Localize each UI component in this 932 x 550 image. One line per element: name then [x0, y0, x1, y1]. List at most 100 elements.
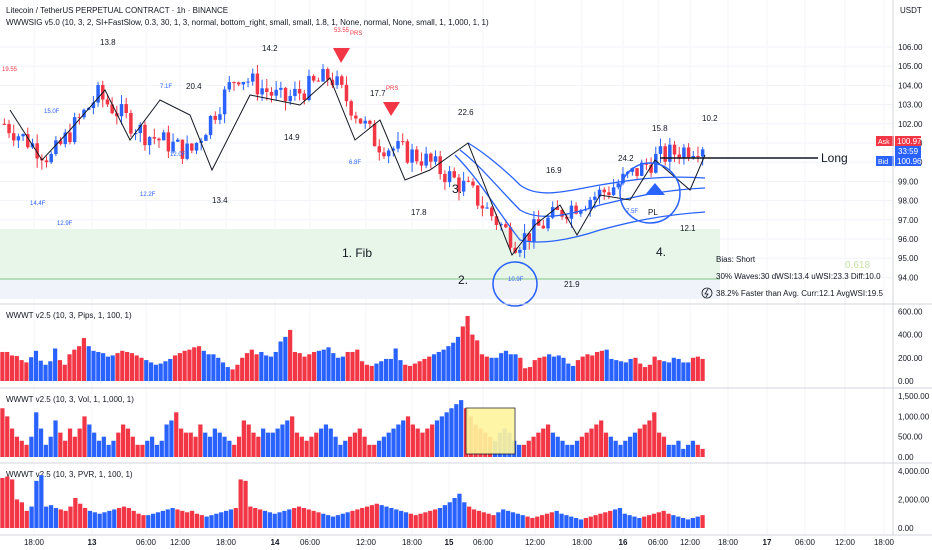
candle-body [283, 87, 288, 102]
indicator-bar [34, 480, 39, 528]
candle-body [630, 168, 635, 172]
indicator-bar [642, 424, 647, 457]
ask-tag-bg[interactable] [876, 136, 894, 146]
indicator-bar [676, 440, 681, 457]
indicator-bar [544, 513, 550, 528]
indicator-bar [401, 420, 406, 457]
indicator-bar [102, 512, 107, 528]
candle-body [696, 155, 700, 157]
candle-body [400, 141, 405, 143]
indicator-bar [249, 349, 254, 381]
indicator-bar [82, 508, 88, 528]
wave-number-label: 12.0F [170, 152, 186, 158]
indicator-bar [140, 444, 145, 457]
candle-body [541, 225, 546, 229]
indicator-bar [452, 498, 457, 528]
indicator-bar [638, 363, 643, 381]
price-tick-label: 106.00 [898, 43, 923, 52]
indicator-bar [206, 354, 211, 381]
wave-number-label: 22.6 [458, 108, 474, 117]
countdown-bg [895, 146, 921, 156]
fib-zone [0, 229, 720, 279]
candle-body [508, 227, 513, 248]
candle-body [143, 124, 147, 146]
indicator-bar [598, 513, 603, 528]
indicator-bar [494, 357, 499, 381]
panel-tick-label: 400.00 [898, 331, 923, 340]
indicator-bar [53, 508, 59, 528]
candle-body [340, 76, 344, 85]
candle-body [668, 144, 672, 162]
indicator-bar [268, 356, 274, 381]
candle-body [597, 189, 602, 197]
candle-body [419, 161, 424, 166]
indicator-bar [57, 360, 63, 381]
lightning-icon-glyph [704, 288, 709, 298]
indicator-bar [201, 350, 206, 381]
info-box: Bias: Short 30% Waves:30 dWSI:13.4 uWSI:… [701, 255, 883, 299]
wave-number-label: 20.4 [186, 82, 202, 91]
indicator-bar [575, 360, 581, 381]
indicator-bar [67, 354, 72, 381]
candle-body [190, 143, 194, 151]
pvr-bars [0, 475, 705, 528]
candle-body [616, 183, 621, 188]
indicator-bar [454, 404, 459, 457]
bid-value-bg [895, 156, 921, 166]
indicator-bar [134, 355, 139, 381]
speed-text: 38.2% Faster than Avg. Curr:12.1 AvgWSI:… [716, 289, 883, 298]
indicator-bar [130, 436, 135, 457]
indicator-bar [125, 428, 131, 457]
candle-body [546, 217, 550, 229]
indicator-bar [326, 515, 331, 528]
indicator-bar [111, 440, 116, 457]
candle-body [166, 132, 171, 152]
indicator-bar [328, 428, 333, 457]
indicator-bar [283, 336, 288, 381]
indicator-bar [457, 493, 462, 528]
indicator-bar [612, 509, 618, 528]
candle-body [161, 132, 166, 141]
step-2-label: 2. [458, 273, 468, 287]
indicator-bar [394, 509, 399, 528]
indicator-bar [0, 478, 5, 528]
indicator-bar [73, 498, 78, 528]
indicator-bar [383, 358, 389, 381]
indicator-bar [219, 512, 224, 528]
indicator-bar [33, 350, 39, 381]
candle-body [447, 171, 452, 183]
indicator-bar [685, 519, 691, 528]
indicator-bar [425, 428, 430, 457]
upper-band-line [467, 142, 706, 194]
indicator-bar [97, 513, 102, 528]
indicator-bar [690, 518, 695, 528]
indicator-bar [449, 408, 454, 457]
candle-body [180, 139, 185, 159]
indicator-bar [34, 412, 39, 457]
indicator-bar [515, 513, 520, 528]
panel-tick-label: 0.00 [898, 524, 914, 533]
indicator-bar [549, 512, 554, 528]
bid-tag-bg[interactable] [876, 156, 894, 166]
time-tick-label: 15 [445, 538, 454, 547]
ask-value-bg [895, 136, 921, 146]
panel-tick-label: 2,000.00 [898, 495, 930, 504]
indicator-bar [628, 358, 633, 381]
indicator-bar [627, 515, 632, 528]
candle-body [330, 79, 335, 86]
indicator-bar [357, 428, 362, 457]
indicator-bar [297, 353, 302, 381]
indicator-bar [671, 357, 676, 381]
candle-body [26, 134, 30, 148]
candle-body [105, 99, 110, 105]
indicator-bar [513, 354, 518, 381]
indicator-bar [294, 432, 300, 457]
indicator-bar [666, 444, 671, 457]
indicator-bar [220, 362, 226, 381]
candle-body [386, 150, 391, 157]
indicator-bar [177, 353, 182, 381]
indicator-bar [115, 353, 120, 381]
indicator-bar [321, 349, 326, 381]
candle-body [569, 205, 574, 219]
